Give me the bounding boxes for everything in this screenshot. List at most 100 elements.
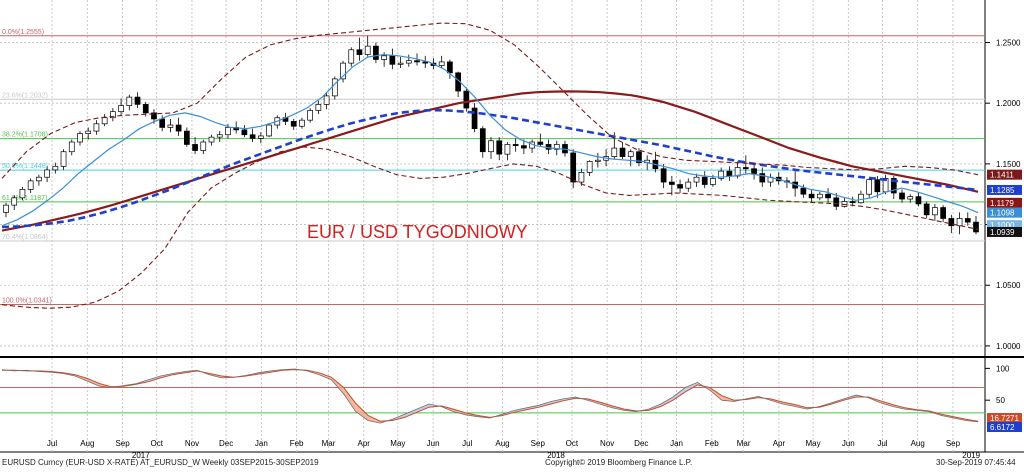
x-tick-label: Feb xyxy=(290,439,304,448)
candle-body xyxy=(44,169,50,178)
candle-body xyxy=(405,60,412,64)
candle-body xyxy=(537,141,544,145)
candle-body xyxy=(619,147,626,157)
candle-body xyxy=(915,196,922,205)
oscillator-fill xyxy=(343,387,356,412)
candle-body xyxy=(504,144,511,155)
price-badge xyxy=(987,197,1022,208)
x-tick-label: Jul xyxy=(462,439,472,448)
candle-body xyxy=(710,178,716,185)
candle-body xyxy=(167,124,174,128)
candle-body xyxy=(677,184,683,189)
candle-body xyxy=(521,145,527,149)
candle-body xyxy=(118,105,124,113)
x-tick-label: Jun xyxy=(427,439,440,448)
candle-body xyxy=(611,147,618,157)
x-tick-label: Apr xyxy=(358,439,371,448)
candle-body xyxy=(956,218,963,227)
candle-body xyxy=(356,49,363,55)
lower-y-tick-label: 100 xyxy=(996,364,1010,373)
candle-body xyxy=(570,152,577,183)
y-tick-label: 1.2000 xyxy=(996,99,1021,108)
candle-body xyxy=(307,110,314,121)
candle-body xyxy=(373,45,379,60)
candle-body xyxy=(93,123,100,132)
y-tick-label: 1.0000 xyxy=(996,342,1021,351)
x-tick-label: Aug xyxy=(80,439,94,448)
x-tick-label: Jan xyxy=(255,439,268,448)
oscillator-fill xyxy=(660,397,673,407)
x-tick-label: Oct xyxy=(150,439,163,448)
price-panel-background xyxy=(0,0,985,356)
x-tick-label: Sep xyxy=(946,439,961,448)
x-tick-label: Feb xyxy=(705,439,719,448)
oscillator-fill xyxy=(355,403,368,421)
candle-body xyxy=(60,151,67,167)
price-badge-label: 1.1285 xyxy=(990,186,1015,195)
candle-body xyxy=(907,196,914,200)
candle-body xyxy=(833,197,840,207)
fib-level-label: 76.4%(1.0864) xyxy=(2,234,48,241)
candle-body xyxy=(553,144,560,150)
price-badge xyxy=(987,169,1022,180)
candle-body xyxy=(381,55,387,60)
oscillator-d-line xyxy=(2,369,979,422)
indicator-line xyxy=(1,90,979,232)
x-tick-label: Oct xyxy=(566,439,579,448)
candle-body xyxy=(718,170,725,179)
oscillator-badge xyxy=(987,422,1022,432)
candle-body xyxy=(397,62,404,65)
x-year-label: 2019 xyxy=(962,451,980,460)
candle-body xyxy=(208,136,215,143)
candle-body xyxy=(899,192,905,200)
candle-body xyxy=(110,111,116,119)
x-tick-label: May xyxy=(390,439,405,448)
x-tick-label: Nov xyxy=(600,439,614,448)
candle-body xyxy=(866,179,872,195)
candle-body xyxy=(660,168,667,183)
x-tick-label: Jun xyxy=(842,439,855,448)
candle-body xyxy=(216,134,223,138)
candle-body xyxy=(751,168,757,174)
x-tick-label: Apr xyxy=(773,439,786,448)
fib-level-label: 23.6%(1.2032) xyxy=(2,92,48,99)
candle-body xyxy=(422,61,429,64)
candle-body xyxy=(825,193,831,199)
candle-body xyxy=(299,119,305,127)
candle-body xyxy=(192,144,198,151)
price-badge-label: 1.1000 xyxy=(990,221,1015,230)
candle-body xyxy=(175,124,182,132)
candle-body xyxy=(290,121,297,127)
candle-body xyxy=(841,201,848,207)
candle-body xyxy=(266,124,272,137)
x-tick-label: Sep xyxy=(531,439,546,448)
candle-body xyxy=(668,181,675,185)
candle-body xyxy=(249,134,256,139)
candle-body xyxy=(85,130,92,134)
candle-body xyxy=(200,141,207,151)
x-tick-label: Mar xyxy=(322,439,336,448)
candle-body xyxy=(512,144,519,147)
fib-level-label: 38.2%(1.1708) xyxy=(2,132,48,139)
candle-body xyxy=(315,104,322,111)
y-tick-label: 1.2500 xyxy=(996,38,1021,47)
candle-body xyxy=(340,62,346,80)
price-badge-label: 1.0939 xyxy=(990,228,1015,237)
candle-body xyxy=(940,207,946,219)
indicator-line xyxy=(1,146,979,309)
candle-body xyxy=(52,165,59,171)
lower-y-tick-label: 50 xyxy=(996,396,1005,405)
candle-body xyxy=(471,107,478,130)
candle-body xyxy=(77,133,83,143)
candle-body xyxy=(19,189,26,199)
oscillator-fill xyxy=(331,377,344,394)
x-tick-label: Nov xyxy=(185,439,199,448)
candle-body xyxy=(323,95,330,105)
candle-body xyxy=(849,201,856,204)
candle-body xyxy=(923,203,930,216)
candle-body xyxy=(693,176,700,183)
candle-body xyxy=(101,117,108,125)
candle-body xyxy=(463,90,470,109)
candle-body xyxy=(27,180,34,190)
